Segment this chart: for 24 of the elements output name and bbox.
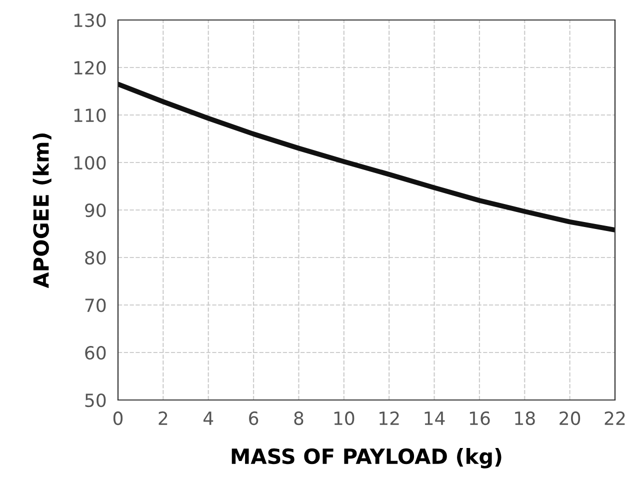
x-tick-label: 2 xyxy=(158,411,168,425)
x-tick-label: 8 xyxy=(294,411,304,426)
y-tick-label: 70 xyxy=(85,298,106,312)
line-series xyxy=(118,82,615,232)
y-tick-label: 90 xyxy=(85,203,106,218)
x-tick-label: 4 xyxy=(204,412,214,425)
x-tick-label: 0 xyxy=(113,411,123,426)
x-tick-label: 10 xyxy=(334,411,354,426)
y-tick-label: 120 xyxy=(74,60,106,75)
y-tick-label: 130 xyxy=(74,13,106,28)
y-tick-label: 60 xyxy=(85,346,106,360)
x-tick-label: 16 xyxy=(470,411,490,426)
x-tick-label: 18 xyxy=(515,411,535,426)
x-tick-label: 22 xyxy=(604,411,625,425)
x-axis-title: MASS OF PAYLOAD (kg) xyxy=(232,448,502,468)
y-tick-label: 100 xyxy=(74,156,106,170)
y-axis-title: APOGEE (km) xyxy=(32,134,52,288)
y-tick-label: 50 xyxy=(85,393,106,408)
x-tick-label: 6 xyxy=(249,411,258,426)
x-tick-label: 14 xyxy=(424,412,445,425)
y-tick-label: 110 xyxy=(74,108,106,122)
y-tick-label: 80 xyxy=(85,250,106,265)
x-tick-label: 12 xyxy=(380,411,399,425)
x-tick-label: 20 xyxy=(560,411,580,426)
